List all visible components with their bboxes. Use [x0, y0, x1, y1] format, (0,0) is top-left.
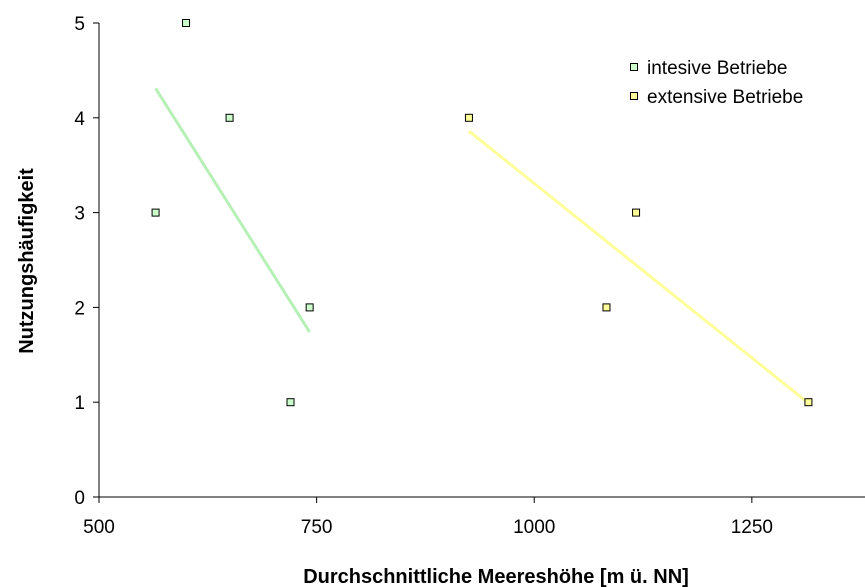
legend: intesive Betriebe extensive Betriebe — [630, 58, 803, 108]
data-points — [151, 19, 813, 407]
data-point — [305, 303, 314, 312]
y-tick-label: 2 — [74, 298, 85, 319]
data-point — [804, 398, 813, 407]
y-tick-label: 1 — [74, 393, 85, 414]
x-tick-label: 500 — [83, 517, 115, 538]
data-point — [632, 208, 641, 217]
data-point — [464, 113, 473, 122]
data-point — [151, 208, 160, 217]
x-tick-label: 1000 — [513, 517, 555, 538]
y-tick-label: 0 — [74, 488, 85, 509]
y-tick-label: 5 — [74, 14, 85, 35]
y-tick-label: 3 — [74, 204, 85, 225]
trendline — [468, 129, 810, 405]
axes — [98, 23, 865, 498]
x-tick-label: 750 — [301, 517, 333, 538]
data-point — [225, 113, 234, 122]
legend-marker — [630, 92, 638, 100]
trendline — [154, 87, 311, 333]
y-tick-label: 4 — [74, 109, 85, 130]
y-axis-title: Nutzungshäufigkeit — [16, 168, 38, 354]
ticks: 0 1 2 3 4 5 500 750 1000 1250 — [74, 14, 773, 538]
x-tick-label: 1250 — [731, 517, 773, 538]
legend-label: extensive Betriebe — [647, 87, 803, 108]
legend-label: intesive Betriebe — [647, 58, 787, 79]
legend-marker — [630, 63, 638, 71]
x-axis-title: Durchschnittliche Meereshöhe [m ü. NN] — [303, 566, 689, 587]
trendlines — [154, 87, 810, 405]
data-point — [182, 19, 191, 27]
data-point — [286, 398, 295, 407]
data-point — [602, 303, 611, 312]
